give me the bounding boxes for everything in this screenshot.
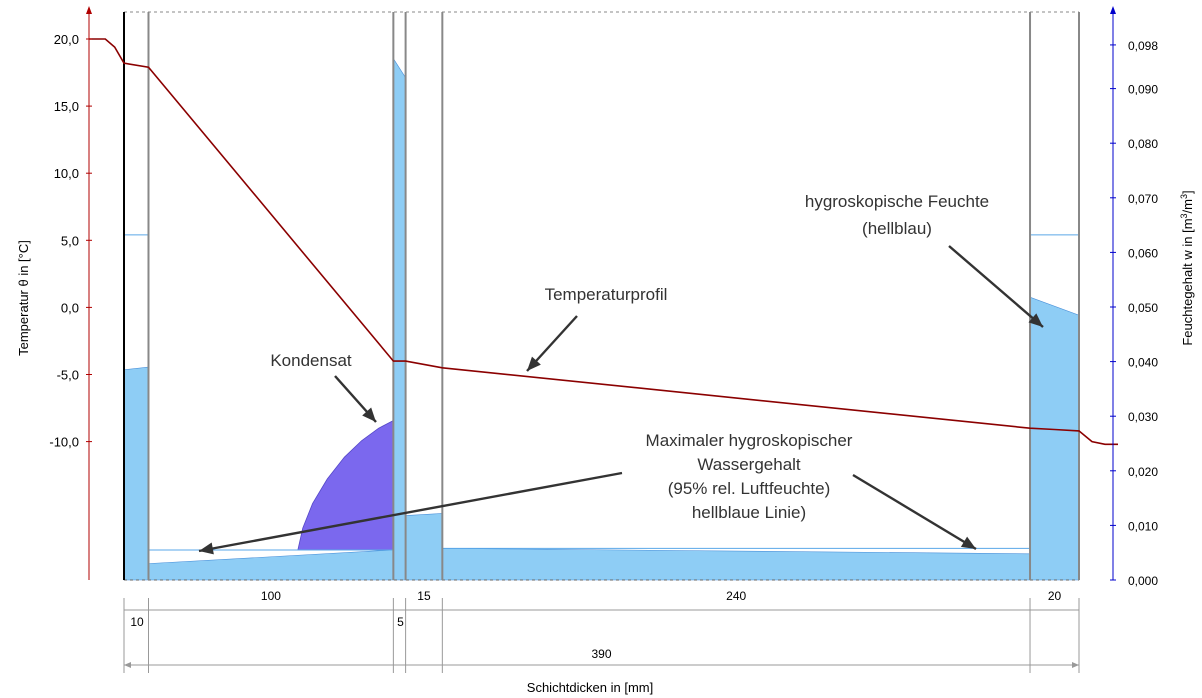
annotation-temperaturprofil: Temperaturprofil	[545, 285, 668, 304]
left-tick-label-5: -5,0	[57, 368, 79, 383]
max-hygroscopic-lines	[124, 234, 1079, 551]
layer-label-1: 100	[261, 589, 281, 603]
right-tick-label-4: 0,040	[1128, 356, 1158, 370]
annotation-hygro-line1: hygroskopische Feuchte	[805, 192, 989, 211]
left-tick-label-2: 10,0	[54, 166, 79, 181]
right-tick-label-9: 0,090	[1128, 83, 1158, 97]
right-tick-label-8: 0,080	[1128, 137, 1158, 151]
temperature-profile	[89, 38, 1118, 446]
left-tick-label-6: -10,0	[49, 435, 79, 450]
plot-frame	[123, 11, 1080, 581]
right-tick-label-10: 0,098	[1128, 39, 1158, 53]
layer-boundaries	[147, 12, 1032, 580]
layer-label-4: 240	[726, 589, 746, 603]
left-axis-arrow	[86, 6, 92, 14]
annotation-max-line1: Maximaler hygroskopischer	[646, 431, 853, 450]
left-tick-label-3: 5,0	[61, 233, 79, 248]
x-axis-title: Schichtdicken in [mm]	[527, 680, 653, 695]
hygroscopic-fill-5	[1029, 296, 1080, 581]
left-tick-label-1: 15,0	[54, 99, 79, 114]
arrow-max-left	[198, 471, 623, 553]
hygroscopic-fill-2	[393, 57, 406, 581]
dim-total-arrow-left	[124, 662, 131, 668]
layer-label-2: 5	[397, 615, 404, 629]
right-tick-label-5: 0,050	[1128, 301, 1158, 315]
hygroscopic-fill-4	[442, 548, 1031, 581]
right-tick-label-2: 0,020	[1128, 465, 1158, 479]
left-tick-label-4: 0,0	[61, 300, 79, 315]
layer-label-3: 15	[417, 589, 431, 603]
left-axis-title: Temperatur θ in [°C]	[16, 240, 31, 356]
annotation-max-line4: hellblaue Linie)	[692, 503, 806, 522]
hygroscopic-fill-3	[405, 513, 443, 581]
right-tick-label-7: 0,070	[1128, 192, 1158, 206]
temperature-curve	[89, 38, 1118, 446]
arrow-temperaturprofil-head	[527, 356, 541, 371]
right-tick-label-3: 0,030	[1128, 410, 1158, 424]
hygroscopic-fill-0	[123, 366, 149, 581]
right-tick-label-6: 0,060	[1128, 246, 1158, 260]
left-tick-label-0: 20,0	[54, 32, 79, 47]
dim-total-arrow-right	[1072, 662, 1079, 668]
arrow-max-right-head	[960, 536, 976, 549]
hygroscopic-fill-1	[148, 549, 394, 581]
right-tick-label-0: 0,000	[1128, 574, 1158, 588]
axes: 20,0 15,0 10,0 5,0 0,0 -5,0 -10,0 0,000 0,010 0,0…	[49, 6, 1158, 588]
arrow-max-right	[852, 473, 977, 551]
arrow-kondensat-head	[362, 407, 376, 422]
moisture-fills	[123, 57, 1080, 581]
right-axis-arrow	[1110, 6, 1116, 14]
arrow-max-left-head	[199, 542, 214, 555]
annotation-max-line2: Wassergehalt	[697, 455, 801, 474]
dimension-lines: 10 100 5 15 240 20 390	[123, 589, 1080, 673]
annotation-max-line3: (95% rel. Luftfeuchte)	[668, 479, 831, 498]
arrow-hygroskopische-feuchte-head	[1028, 313, 1043, 327]
annotation-arrows	[198, 245, 1044, 555]
right-axis-title: Feuchtegehalt w in [m3/m3]	[1179, 190, 1195, 345]
annotation-kondensat: Kondensat	[270, 351, 352, 370]
right-tick-label-1: 0,010	[1128, 519, 1158, 533]
layer-label-0: 10	[130, 615, 144, 629]
total-thickness-label: 390	[591, 647, 611, 661]
arrow-hygroskopische-feuchte	[948, 245, 1044, 328]
annotation-hygro-line2: (hellblau)	[862, 219, 932, 238]
layer-label-5: 20	[1048, 589, 1062, 603]
